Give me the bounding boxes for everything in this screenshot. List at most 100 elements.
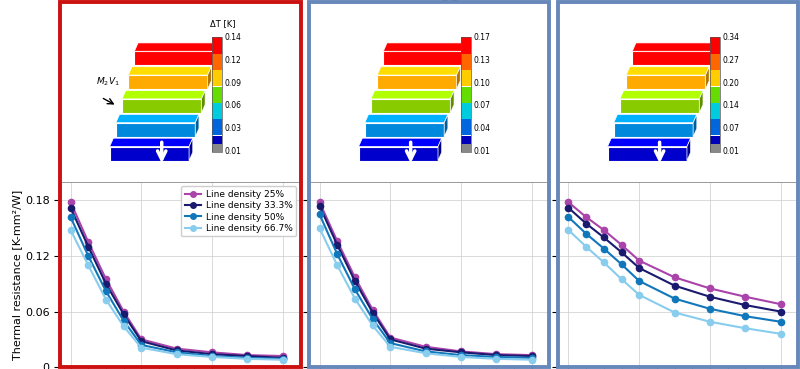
- Polygon shape: [189, 138, 193, 161]
- Line density 33.3%: [119, 312, 129, 317]
- Polygon shape: [371, 90, 454, 99]
- Bar: [212, 136, 222, 152]
- Bar: [632, 51, 712, 65]
- Text: 0.07: 0.07: [722, 124, 739, 133]
- Line density 25%: [66, 200, 75, 204]
- Line: Line density 50%: Line density 50%: [67, 214, 286, 362]
- Text: 0.01: 0.01: [474, 147, 490, 156]
- Text: 0.04: 0.04: [474, 124, 490, 133]
- Line density 66.7%: [242, 356, 252, 361]
- Line density 50%: [66, 215, 75, 219]
- Line: Line density 66.7%: Line density 66.7%: [67, 227, 286, 363]
- Bar: [461, 103, 470, 119]
- Legend: Line density 25%, Line density 33.3%, Line density 50%, Line density 66.7%: Line density 25%, Line density 33.3%, Li…: [181, 186, 296, 237]
- Line density 25%: [83, 240, 93, 244]
- Text: 0.20: 0.20: [722, 79, 739, 87]
- Line density 66.7%: [83, 263, 93, 268]
- Polygon shape: [457, 67, 460, 89]
- Line density 66.7%: [207, 355, 217, 359]
- Y-axis label: Thermal resistance [K-mm²/W]: Thermal resistance [K-mm²/W]: [12, 189, 22, 360]
- Bar: [212, 70, 222, 86]
- Text: 0.14: 0.14: [722, 101, 739, 110]
- Line density 50%: [207, 354, 217, 358]
- Text: 0.09: 0.09: [224, 79, 242, 87]
- Title: Isolated via:: Isolated via:: [632, 0, 725, 1]
- Line: Line density 25%: Line density 25%: [67, 199, 286, 359]
- Line density 50%: [278, 356, 288, 361]
- Line density 50%: [119, 318, 129, 323]
- Polygon shape: [365, 114, 448, 123]
- Line density 33.3%: [101, 282, 110, 286]
- Title: Stacked via:: Stacked via:: [134, 0, 226, 1]
- Bar: [710, 136, 720, 152]
- Bar: [116, 123, 195, 137]
- Bar: [620, 99, 699, 113]
- Bar: [212, 37, 222, 152]
- Text: 0.17: 0.17: [474, 32, 490, 42]
- Bar: [212, 144, 222, 152]
- Bar: [461, 54, 470, 70]
- Bar: [358, 146, 438, 161]
- Bar: [128, 75, 208, 89]
- Polygon shape: [202, 90, 205, 113]
- Polygon shape: [687, 138, 690, 161]
- Line density 33.3%: [172, 348, 182, 353]
- Line density 50%: [83, 254, 93, 258]
- Bar: [626, 75, 706, 89]
- Polygon shape: [626, 67, 709, 75]
- Polygon shape: [383, 43, 466, 51]
- Polygon shape: [116, 114, 199, 123]
- Line density 50%: [172, 350, 182, 355]
- Text: ΔT [K]: ΔT [K]: [210, 19, 236, 28]
- Line density 25%: [119, 309, 129, 314]
- Bar: [461, 38, 470, 54]
- Line density 33.3%: [83, 245, 93, 249]
- Polygon shape: [462, 43, 466, 65]
- Bar: [710, 120, 720, 135]
- Line density 33.3%: [207, 352, 217, 356]
- Text: 0.01: 0.01: [722, 147, 739, 156]
- Line density 33.3%: [242, 354, 252, 358]
- Line density 33.3%: [137, 339, 146, 344]
- Polygon shape: [450, 90, 454, 113]
- Polygon shape: [712, 43, 715, 65]
- Text: 0.07: 0.07: [474, 101, 490, 110]
- Line density 50%: [137, 343, 146, 347]
- Bar: [365, 123, 444, 137]
- Polygon shape: [122, 90, 205, 99]
- Bar: [212, 38, 222, 54]
- Polygon shape: [444, 114, 448, 137]
- Text: 0.14: 0.14: [224, 32, 242, 42]
- Polygon shape: [693, 114, 697, 137]
- Bar: [212, 103, 222, 119]
- Text: 0.27: 0.27: [722, 56, 739, 65]
- Bar: [710, 103, 720, 119]
- Line density 50%: [242, 356, 252, 360]
- Bar: [110, 146, 189, 161]
- Polygon shape: [706, 67, 709, 89]
- Line density 66.7%: [137, 345, 146, 350]
- Bar: [383, 51, 462, 65]
- Bar: [710, 38, 720, 54]
- Line: Line density 33.3%: Line density 33.3%: [67, 205, 286, 361]
- Bar: [377, 75, 457, 89]
- Bar: [122, 99, 202, 113]
- Line density 66.7%: [278, 358, 288, 362]
- Bar: [614, 123, 693, 137]
- Line density 25%: [101, 277, 110, 282]
- Polygon shape: [134, 43, 218, 51]
- Text: 0.03: 0.03: [224, 124, 242, 133]
- Text: $M_2V_1$: $M_2V_1$: [95, 76, 119, 88]
- Polygon shape: [377, 67, 460, 75]
- Bar: [371, 99, 450, 113]
- Bar: [710, 70, 720, 86]
- Line density 66.7%: [66, 228, 75, 232]
- Bar: [212, 87, 222, 103]
- Bar: [461, 87, 470, 103]
- Text: 0.12: 0.12: [224, 56, 241, 65]
- Line density 25%: [207, 350, 217, 355]
- Bar: [461, 37, 470, 152]
- Line density 50%: [101, 289, 110, 293]
- Bar: [212, 120, 222, 135]
- Bar: [710, 144, 720, 152]
